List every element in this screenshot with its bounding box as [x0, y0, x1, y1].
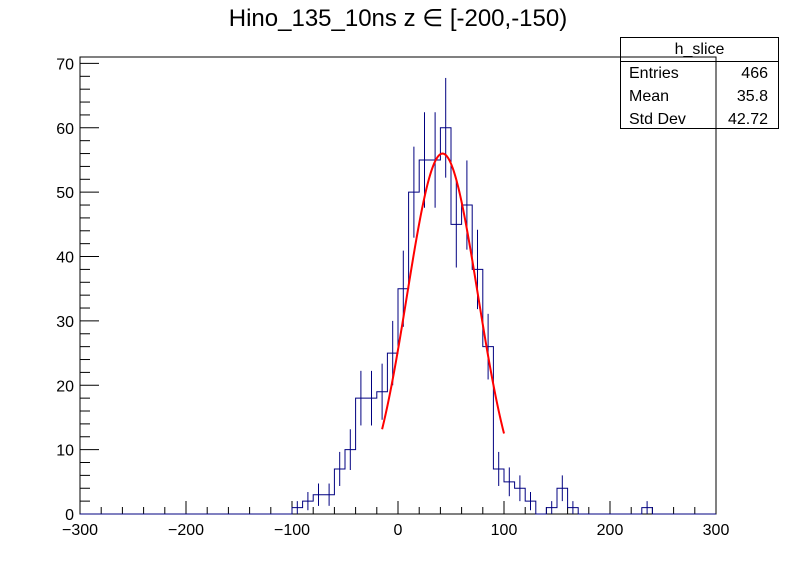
stats-label: Std Dev: [629, 111, 686, 128]
gaussian-fit-line: [381, 152, 505, 434]
stats-value: 42.72: [727, 111, 768, 128]
stats-value: 466: [741, 65, 768, 82]
x-tick-label: 200: [597, 522, 624, 539]
stats-value: 35.8: [736, 88, 768, 105]
stats-label: Mean: [629, 88, 670, 105]
y-tick-label: 20: [56, 378, 74, 395]
y-tick-label: 50: [56, 185, 74, 202]
x-tick-label: −100: [274, 522, 310, 539]
y-tick-label: 60: [56, 121, 74, 138]
x-tick-label: 300: [703, 522, 730, 539]
histogram-outline: [80, 127, 716, 515]
stats-name: h_slice: [621, 38, 778, 62]
y-tick-label: 40: [56, 250, 74, 267]
stats-row-entries: Entries 466: [621, 62, 778, 85]
x-tick-label: −300: [62, 522, 98, 539]
plot-frame: [79, 56, 717, 515]
x-tick-label: 0: [394, 522, 403, 539]
x-tick-label: 100: [491, 522, 518, 539]
chart-title: Hino_135_10ns z ∈ [-200,-150): [228, 5, 568, 32]
stats-row-stddev: Std Dev 42.72: [621, 108, 778, 131]
axes: [79, 56, 717, 515]
x-tick-label: −200: [168, 522, 204, 539]
y-tick-label: 10: [56, 443, 74, 460]
y-tick-label: 70: [56, 56, 74, 73]
histogram: [80, 127, 716, 515]
y-tick-label: 30: [56, 314, 74, 331]
tick-labels: −300 −200 −100 0 100 200 300 0 10 20 30 40 50 60 70: [56, 56, 729, 539]
stats-label: Entries: [629, 65, 679, 82]
fit-curve: [381, 152, 505, 434]
y-tick-label: 0: [65, 507, 74, 524]
stats-row-mean: Mean 35.8: [621, 85, 778, 108]
stats-box: h_slice Entries 466 Mean 35.8 Std Dev 42…: [620, 37, 779, 129]
error-bars: [296, 77, 648, 514]
